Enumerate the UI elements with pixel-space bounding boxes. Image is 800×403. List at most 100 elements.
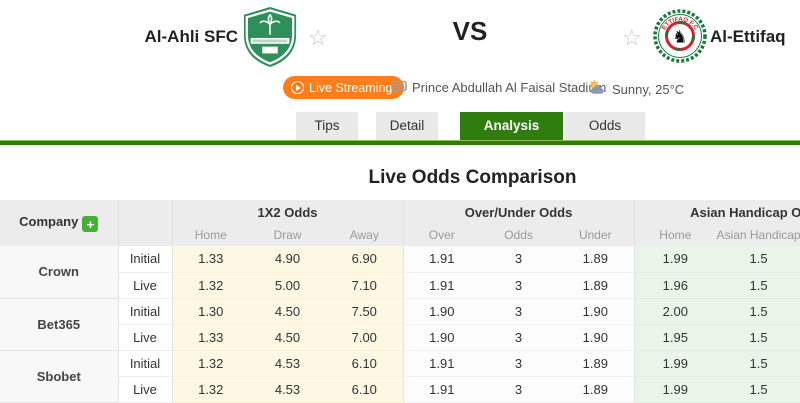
subheader-draw: Draw: [249, 224, 326, 246]
odds-cell: 1.32: [171, 350, 249, 377]
odds-cell: 1.96: [633, 272, 717, 299]
odds-cell: 1.91: [402, 272, 481, 299]
odds-cell: 6.10: [326, 350, 404, 377]
tab-detail[interactable]: Detail: [376, 112, 438, 140]
tab-tips[interactable]: Tips: [296, 112, 358, 140]
odds-cell: 3: [480, 298, 558, 325]
odds-cell: 1.5: [716, 298, 800, 325]
add-company-button[interactable]: +: [82, 216, 99, 233]
home-favorite-star-icon[interactable]: ☆: [308, 25, 328, 50]
table-row: Live 1.32 4.53 6.10 1.91 3 1.89 1.99 1.5: [0, 376, 800, 403]
subheader-ah-home: Home: [633, 224, 717, 246]
odds-cell: 7.10: [326, 272, 404, 299]
odds-cell: 1.89: [557, 350, 635, 377]
odds-cell: 3: [480, 246, 558, 273]
odds-cell: 1.95: [633, 324, 717, 351]
company-cell: Bet365: [0, 298, 119, 351]
odds-cell: 1.91: [402, 376, 481, 403]
weather-info: Sunny, 25°C: [587, 79, 684, 99]
away-team-logo-icon: ETTIFAQ F.C ♞: [653, 9, 707, 63]
row-type: Initial: [118, 246, 173, 273]
odds-cell: 1.89: [557, 376, 635, 403]
odds-cell: 1.89: [557, 272, 635, 299]
subheader-odds: Odds: [480, 224, 558, 246]
group-header-asian-handicap: Asian Handicap Odds: [633, 200, 800, 224]
tab-odds[interactable]: Odds: [565, 112, 645, 140]
tab-analysis[interactable]: Analysis: [460, 112, 563, 140]
odds-cell: 1.5: [716, 246, 800, 273]
odds-cell: 1.99: [633, 350, 717, 377]
odds-cell: 1.91: [402, 350, 481, 377]
odds-cell: 1.32: [171, 376, 249, 403]
odds-cell: 6.10: [326, 376, 404, 403]
odds-cell: 3: [480, 272, 558, 299]
odds-cell: 1.99: [633, 246, 717, 273]
odds-cell: 1.89: [557, 246, 635, 273]
odds-cell: 4.50: [249, 324, 326, 351]
odds-cell: 1.32: [171, 272, 249, 299]
row-type: Initial: [118, 298, 173, 325]
away-favorite-star-icon[interactable]: ☆: [622, 25, 642, 50]
odds-cell: 6.90: [326, 246, 404, 273]
row-type: Live: [118, 272, 173, 299]
live-streaming-button[interactable]: Live Streaming: [283, 76, 405, 99]
active-tab-divider: [0, 140, 800, 145]
group-header-1x2: 1X2 Odds: [171, 200, 404, 224]
home-team-name: Al-Ahli SFC: [144, 27, 239, 46]
odds-cell: 1.90: [557, 324, 635, 351]
odds-cell: 4.53: [249, 376, 326, 403]
odds-table-body: Crown Initial 1.33 4.90 6.90 1.91 3 1.89…: [0, 246, 800, 403]
weather-sun-cloud-icon: [587, 79, 607, 99]
odds-cell: 1.5: [716, 376, 800, 403]
page-title: Live Odds Comparison: [368, 167, 577, 188]
row-type: Live: [118, 324, 173, 351]
table-row: Bet365 Initial 1.30 4.50 7.50 1.90 3 1.9…: [0, 298, 800, 351]
odds-cell: 1.90: [402, 298, 481, 325]
table-row: Live 1.32 5.00 7.10 1.91 3 1.89 1.96 1.5: [0, 272, 800, 299]
play-icon: [291, 81, 304, 94]
subheader-under: Under: [557, 224, 635, 246]
odds-cell: 1.90: [402, 324, 481, 351]
vs-label: VS: [452, 16, 488, 46]
odds-type-column-header: [118, 200, 173, 246]
odds-cell: 1.5: [716, 324, 800, 351]
table-row: Live 1.33 4.50 7.00 1.90 3 1.90 1.95 1.5: [0, 324, 800, 351]
stadium-info: Prince Abdullah Al Faisal Stadium: [391, 79, 606, 96]
odds-cell: 1.33: [171, 324, 249, 351]
subheader-home: Home: [171, 224, 249, 246]
row-type: Initial: [118, 350, 173, 377]
odds-cell: 1.99: [633, 376, 717, 403]
odds-cell: 3: [480, 324, 558, 351]
company-column-header: Company +: [0, 200, 119, 246]
odds-cell: 4.50: [249, 298, 326, 325]
odds-cell: 1.33: [171, 246, 249, 273]
subheader-away: Away: [326, 224, 404, 246]
weather-text: Sunny, 25°C: [612, 81, 685, 97]
odds-cell: 3: [480, 350, 558, 377]
stadium-icon: [391, 79, 407, 96]
live-streaming-label: Live Streaming: [309, 80, 393, 95]
odds-cell: 7.50: [326, 298, 404, 325]
odds-cell: 4.90: [249, 246, 326, 273]
odds-cell: 2.00: [633, 298, 717, 325]
group-header-over-under: Over/Under Odds: [402, 200, 635, 224]
stadium-name: Prince Abdullah Al Faisal Stadium: [412, 80, 607, 95]
live-odds-table: Company + 1X2 Odds Over/Under Odds Asian …: [0, 200, 800, 403]
odds-cell: 1.5: [716, 272, 800, 299]
svg-text:♞: ♞: [672, 28, 687, 48]
row-type: Live: [118, 376, 173, 403]
odds-cell: 1.30: [171, 298, 249, 325]
company-label: Company: [19, 213, 79, 229]
company-cell: Crown: [0, 246, 119, 299]
subheader-asian-handicap: Asian Handicap: [716, 224, 800, 246]
table-row: Sbobet Initial 1.32 4.53 6.10 1.91 3 1.8…: [0, 350, 800, 403]
home-team-logo-icon: [241, 6, 299, 68]
table-row: Crown Initial 1.33 4.90 6.90 1.91 3 1.89…: [0, 246, 800, 299]
odds-cell: 4.53: [249, 350, 326, 377]
away-team-name: Al-Ettifaq: [710, 27, 786, 46]
odds-cell: 1.90: [557, 298, 635, 325]
odds-cell: 3: [480, 376, 558, 403]
odds-cell: 5.00: [249, 272, 326, 299]
company-cell: Sbobet: [0, 350, 119, 403]
odds-cell: 7.00: [326, 324, 404, 351]
